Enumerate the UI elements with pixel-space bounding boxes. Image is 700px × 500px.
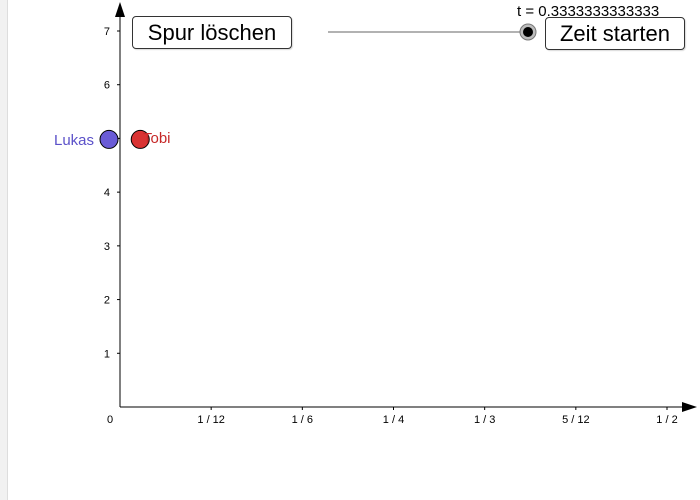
y-axis-arrowhead <box>115 2 125 17</box>
x-tick-label: 1 / 2 <box>656 414 677 426</box>
x-tick-group: 0 1 / 12 1 / 6 1 / 4 1 / 3 5 / 12 1 / 2 <box>107 407 678 426</box>
y-tick-group: 1234567 <box>104 26 120 360</box>
y-tick-label: 4 <box>104 187 110 199</box>
left-panel-edge <box>0 0 8 500</box>
x-tick-label: 1 / 3 <box>474 414 495 426</box>
x-tick-label: 1 / 6 <box>292 414 313 426</box>
point-label-lukas: Lukas <box>54 132 95 149</box>
points-layer <box>99 129 150 149</box>
point-tobi[interactable] <box>130 129 150 149</box>
start-time-button[interactable]: Zeit starten <box>545 17 685 50</box>
point-label-tobi: Tobi <box>143 130 171 147</box>
x-tick-label: 5 / 12 <box>562 414 590 426</box>
x-tick-label: 1 / 4 <box>383 414 404 426</box>
axes <box>115 2 697 412</box>
time-slider[interactable] <box>328 23 537 41</box>
y-tick-label: 7 <box>104 26 110 38</box>
x-tick-label: 0 <box>107 414 113 426</box>
clear-trace-button[interactable]: Spur löschen <box>132 16 292 49</box>
y-tick-label: 2 <box>104 295 110 307</box>
y-tick-label: 1 <box>104 348 110 360</box>
point-lukas[interactable] <box>99 129 119 149</box>
y-tick-label: 6 <box>104 80 110 92</box>
y-tick-label: 3 <box>104 241 110 253</box>
x-axis-arrowhead <box>682 402 697 412</box>
x-tick-label: 1 / 12 <box>197 414 225 426</box>
slider-value-label: t = 0.3333333333333 <box>517 3 660 20</box>
slider-handle-dot <box>523 27 533 37</box>
